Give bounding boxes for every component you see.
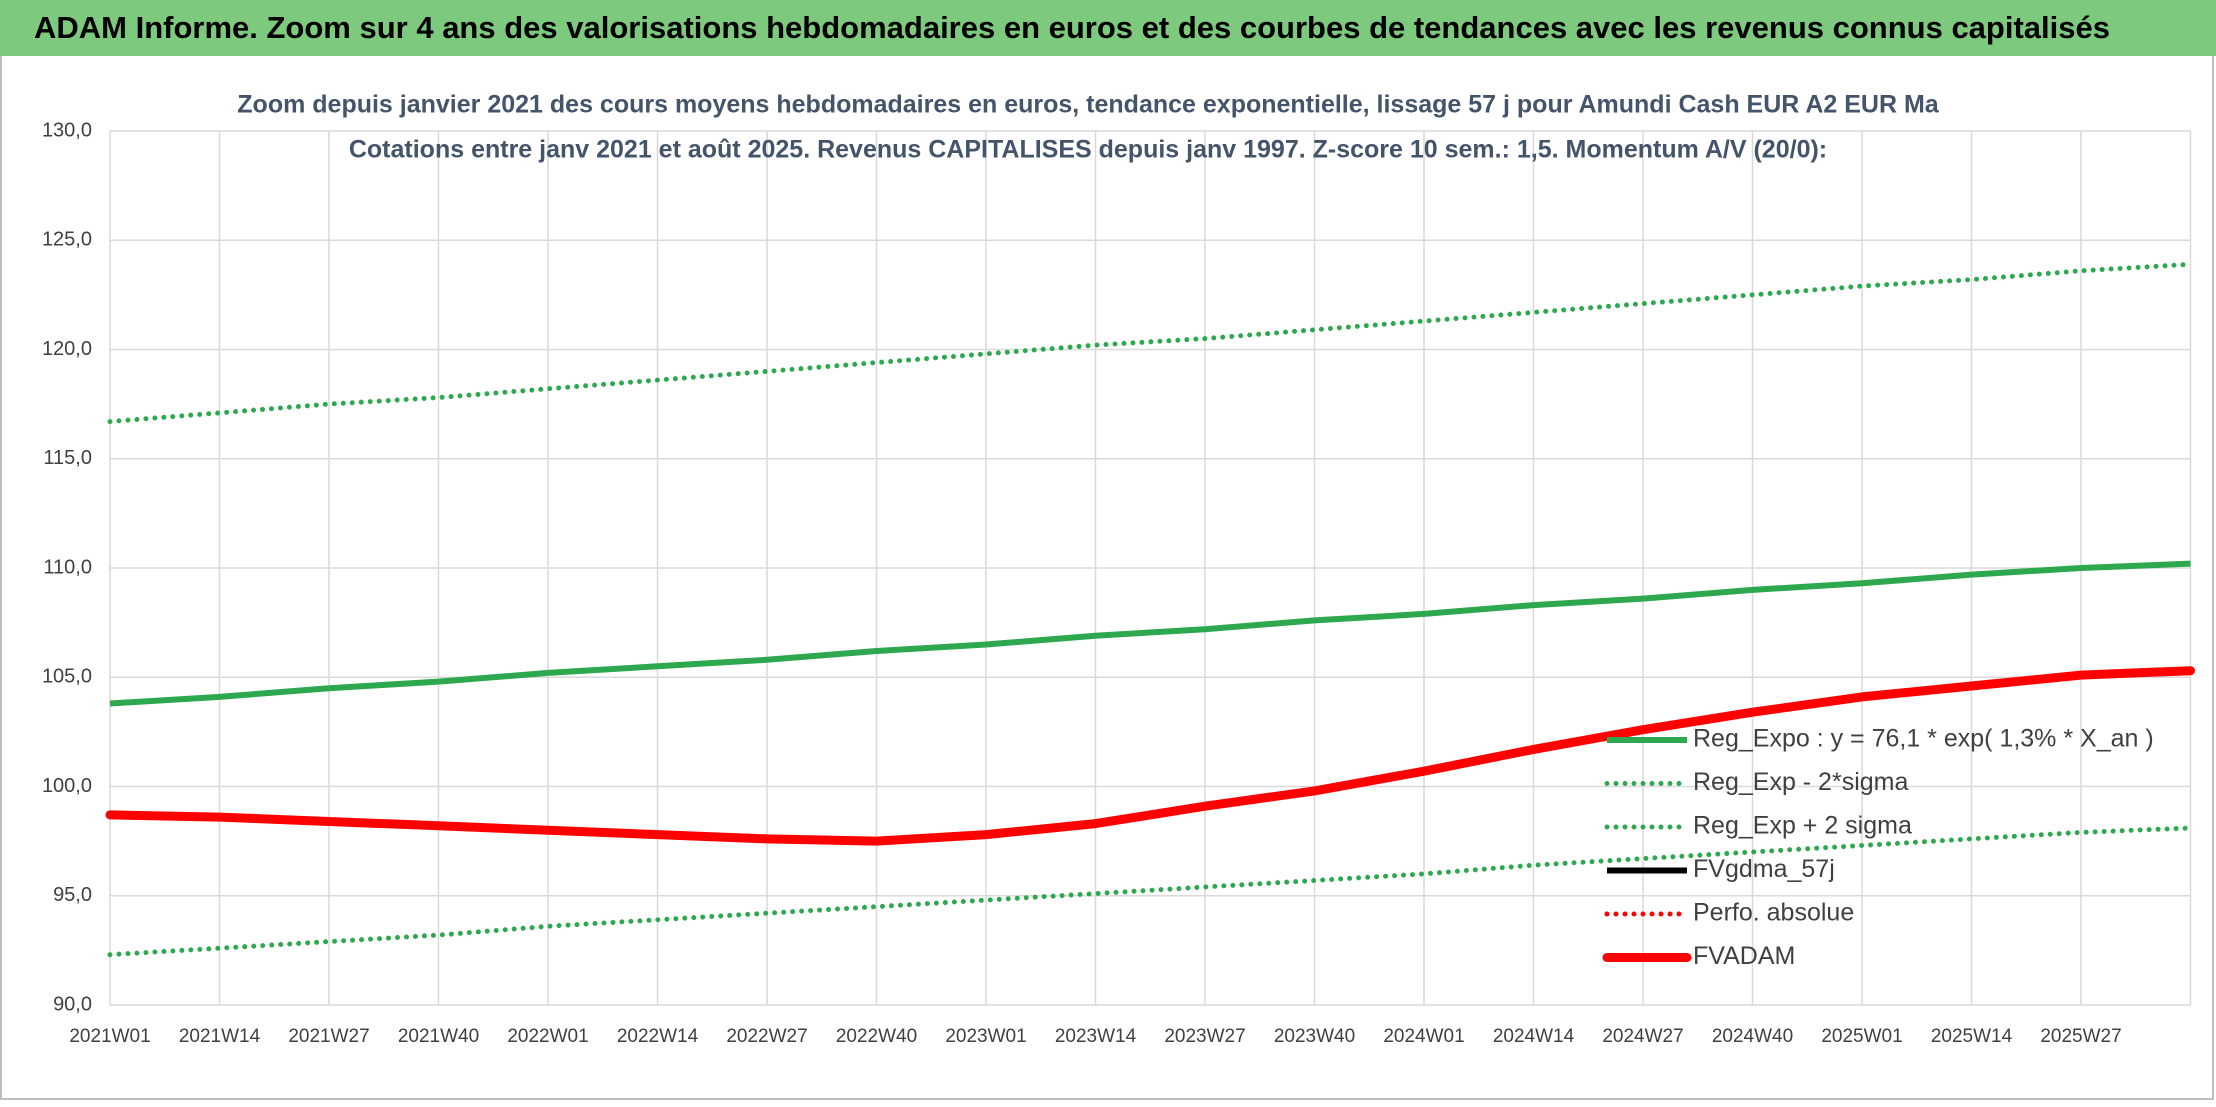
x-tick-label: 2022W14: [617, 1026, 699, 1047]
y-tick-label: 90,0: [53, 993, 92, 1015]
series-line: [107, 261, 2193, 425]
x-tick-label: 2023W40: [1274, 1026, 1355, 1047]
x-tick-label: 2024W14: [1493, 1026, 1575, 1047]
x-tick-label: 2022W27: [726, 1026, 807, 1047]
x-tick-label: 2023W27: [1164, 1026, 1245, 1047]
legend-label: FVADAM: [1693, 942, 1795, 970]
x-tick-label: 2025W14: [1931, 1026, 2013, 1047]
header-bar: [0, 0, 2216, 56]
x-tick-label: 2025W01: [1821, 1026, 1902, 1047]
x-tick-label: 2025W27: [2040, 1026, 2121, 1047]
x-tick-label: 2024W40: [1712, 1026, 1793, 1047]
x-tick-label: 2024W01: [1383, 1026, 1464, 1047]
x-tick-label: 2022W40: [836, 1026, 917, 1047]
x-tick-label: 2021W27: [288, 1026, 369, 1047]
x-tick-label: 2021W14: [179, 1026, 261, 1047]
y-tick-label: 100,0: [42, 775, 92, 797]
y-tick-label: 125,0: [42, 229, 92, 251]
chart-subtitle: Cotations entre janv 2021 et août 2025. …: [349, 136, 1827, 164]
y-tick-label: 105,0: [42, 666, 92, 688]
series-line: [109, 560, 2191, 707]
x-tick-label: 2023W01: [945, 1026, 1026, 1047]
y-tick-label: 115,0: [43, 447, 92, 469]
y-tick-label: 120,0: [42, 338, 92, 360]
y-tick-label: 95,0: [53, 884, 92, 906]
legend-label: Perfo. absolue: [1693, 899, 1854, 927]
chart-title: Zoom depuis janvier 2021 des cours moyen…: [237, 91, 1940, 119]
legend-label: Reg_Exp - 2*sigma: [1693, 768, 1908, 796]
x-tick-label: 2024W27: [1602, 1026, 1683, 1047]
y-tick-label: 110,0: [43, 556, 92, 578]
series-line: [107, 825, 2193, 958]
legend-label: FVgdma_57j: [1693, 855, 1835, 883]
x-tick-label: 2021W40: [398, 1026, 479, 1047]
series-line: [105, 666, 2195, 846]
x-tick-label: 2022W01: [507, 1026, 588, 1047]
y-tick-label: 130,0: [42, 119, 92, 141]
legend-label: Reg_Exp + 2 sigma: [1693, 812, 1912, 840]
legend-label: Reg_Expo : y = 76,1 * exp( 1,3% * X_an ): [1693, 725, 2154, 753]
x-tick-label: 2021W01: [69, 1026, 150, 1047]
page-title: ADAM Informe. Zoom sur 4 ans des valoris…: [34, 10, 2110, 45]
x-tick-label: 2023W14: [1055, 1026, 1137, 1047]
